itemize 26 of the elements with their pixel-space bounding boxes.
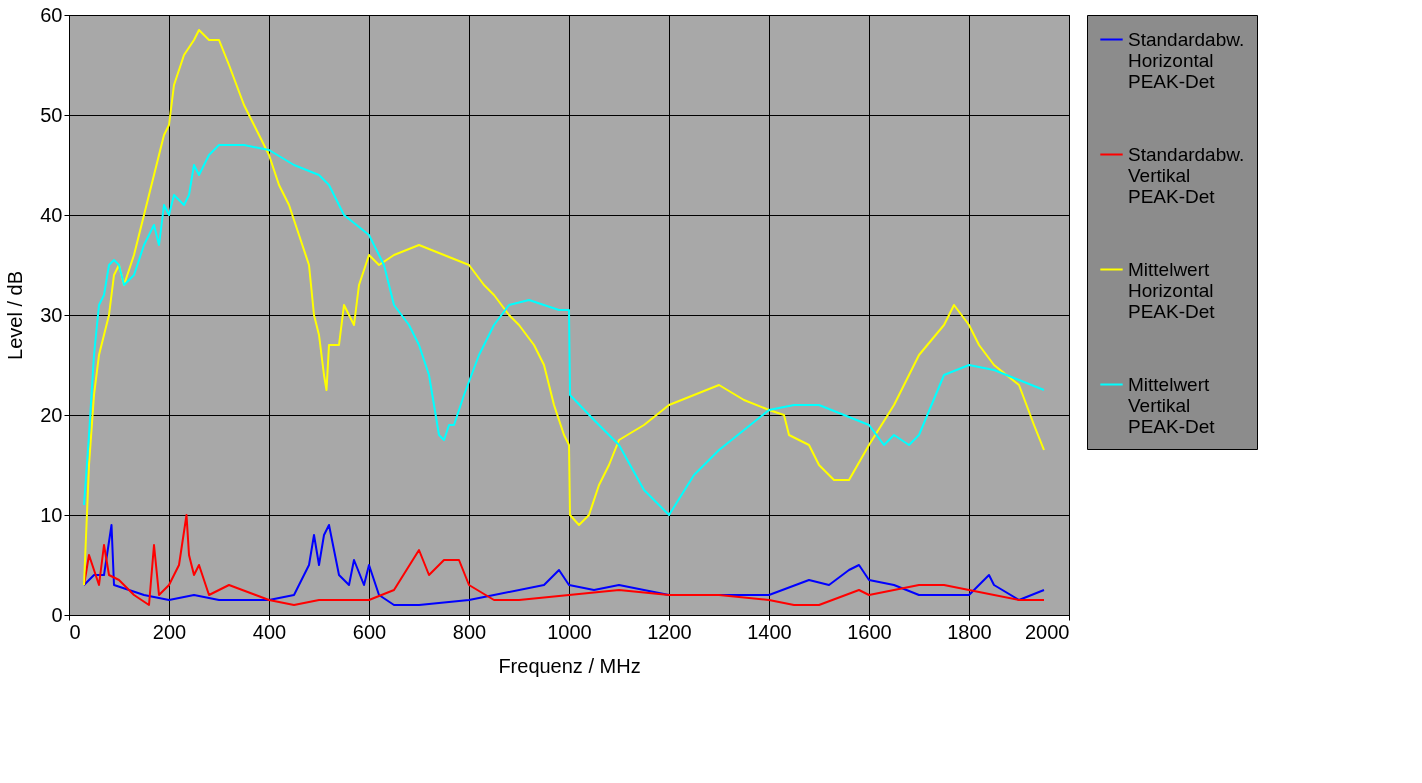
legend-label: Mittelwert Vertikal PEAK-Det (1128, 373, 1216, 437)
x-tick-label: 800 (452, 620, 487, 643)
y-tick-label: 50 (40, 103, 63, 126)
x-tick-label: 1600 (847, 620, 892, 643)
x-tick-label: 200 (152, 620, 187, 643)
legend-label: Standardabw. Vertikal PEAK-Det (1128, 143, 1245, 207)
line-series (83, 144, 1045, 516)
x-tick-label: 400 (252, 620, 287, 643)
line-series (83, 29, 1045, 586)
x-tick-label: 600 (352, 620, 387, 643)
y-tick-label: 40 (40, 203, 63, 226)
y-tick-label: 20 (40, 403, 63, 426)
x-tick-label: 2000 (1025, 620, 1070, 643)
x-tick-label: 1400 (747, 620, 792, 643)
x-tick-label: 0 (69, 620, 81, 643)
legend-label: Standardabw. Horizontal PEAK-Det (1128, 28, 1245, 92)
y-axis-title: Level / dB (4, 271, 27, 360)
x-tick-label: 1200 (647, 620, 692, 643)
y-tick-label: 30 (40, 303, 63, 326)
x-tick-label: 1800 (947, 620, 992, 643)
x-axis-title: Frequenz / MHz (498, 654, 641, 677)
x-tick-label: 1000 (547, 620, 592, 643)
y-tick-label: 0 (51, 603, 63, 626)
legend-label: Mittelwert Horizontal PEAK-Det (1128, 258, 1216, 322)
y-tick-label: 10 (40, 503, 63, 526)
y-tick-label: 60 (40, 3, 63, 26)
